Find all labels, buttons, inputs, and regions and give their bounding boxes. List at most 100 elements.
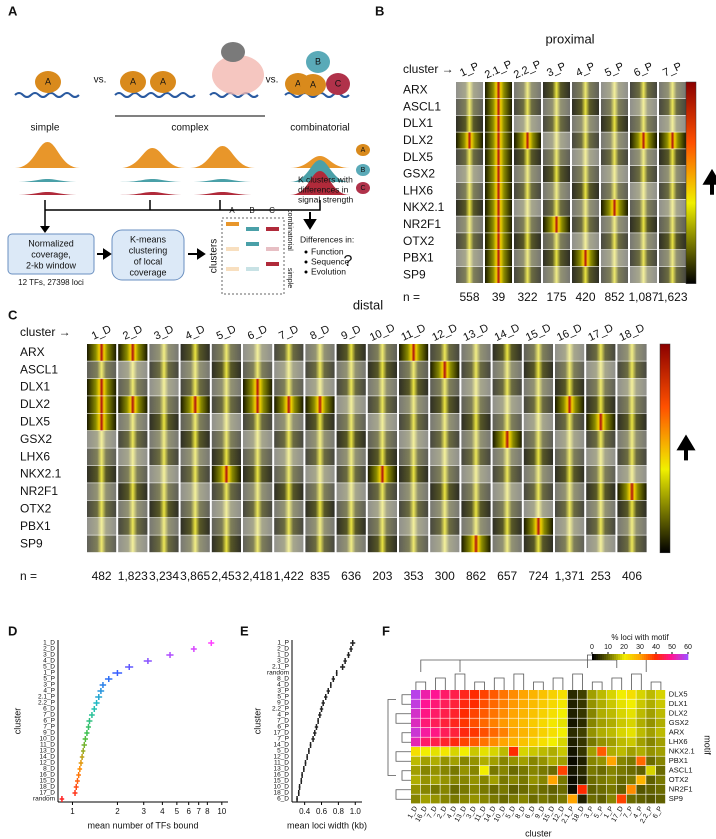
heatmap-cell xyxy=(180,378,210,396)
heatmap-cell xyxy=(430,378,460,396)
row-label: DLX1 xyxy=(403,116,433,130)
heatmap-cell xyxy=(274,431,304,448)
y-tick-label: 3_D xyxy=(43,652,55,659)
column-label: 1_P xyxy=(458,60,481,79)
heatmap-cell xyxy=(659,149,686,166)
track xyxy=(120,179,185,182)
y-tick-label: 2_D xyxy=(43,646,55,653)
row-label: PBX1 xyxy=(403,251,434,265)
heatmap-cell xyxy=(469,756,479,766)
n-label: 862 xyxy=(466,569,486,583)
column-label: 4_P xyxy=(574,60,597,79)
column-label: 7_D xyxy=(277,323,300,342)
heatmap-cell xyxy=(469,785,479,794)
heatmap-cell xyxy=(243,413,273,431)
label: of local xyxy=(134,256,163,266)
heatmap-cell xyxy=(87,378,117,396)
y-tick-label: 2.1_P xyxy=(272,664,289,671)
column-label: 2_D xyxy=(121,323,144,342)
y-tick-label: 18_D xyxy=(39,784,55,791)
heatmap-cell xyxy=(509,747,519,756)
x-tick-label: 0.6 xyxy=(316,807,328,816)
arrow xyxy=(676,434,696,461)
heatmap-cell xyxy=(399,344,429,361)
heatmap-cell xyxy=(626,718,636,728)
x-tick-label: 1.0 xyxy=(350,807,362,816)
heatmap-cell xyxy=(180,344,210,361)
heatmap-cell xyxy=(509,728,519,737)
heatmap-cell xyxy=(411,728,421,737)
row-label: OTX2 xyxy=(20,501,52,515)
heatmap-cell xyxy=(626,766,636,775)
heatmap-cell xyxy=(538,747,548,756)
heatmap-cell xyxy=(461,500,491,518)
label: differences in xyxy=(298,184,349,194)
heatmap-cell xyxy=(646,699,656,709)
heatmap-cell xyxy=(87,483,117,500)
colorbar-step xyxy=(644,654,647,660)
colorbar-step xyxy=(656,654,659,660)
heatmap-cell xyxy=(616,690,626,699)
matrix-cell xyxy=(226,247,239,251)
column-label: 10_D xyxy=(368,322,397,344)
n-label: 1,623 xyxy=(657,290,687,304)
n-label: 39 xyxy=(492,290,506,304)
heatmap-cell xyxy=(469,699,479,709)
heatmap-cell xyxy=(538,785,548,794)
complex xyxy=(221,42,245,62)
heatmap-cell xyxy=(461,413,491,431)
heatmap-cell xyxy=(118,344,148,361)
y-tick-label: random xyxy=(267,670,289,677)
heatmap-cell xyxy=(523,465,553,483)
n-label: 482 xyxy=(92,569,112,583)
heatmap-cell xyxy=(528,690,538,699)
heatmap-cell xyxy=(617,535,647,553)
colorbar-step xyxy=(670,654,673,660)
column-label: 8_D xyxy=(308,323,331,342)
heatmap-cell xyxy=(87,518,117,535)
heatmap-cell xyxy=(460,737,470,747)
heatmap-cell xyxy=(399,518,429,535)
n-label: 636 xyxy=(341,569,361,583)
heatmap-cell xyxy=(567,728,577,737)
y-tick-label: 7_P xyxy=(277,736,289,743)
column-label: 9_D xyxy=(339,323,362,342)
heatmap-cell xyxy=(523,500,553,518)
heatmap-cell xyxy=(485,149,512,166)
heatmap-cell xyxy=(630,166,657,183)
heatmap-cell xyxy=(420,699,430,709)
heatmap-cell xyxy=(577,766,587,775)
heatmap-cell xyxy=(460,718,470,728)
heatmap-cell xyxy=(430,361,460,379)
colorbar-step xyxy=(678,654,681,660)
heatmap-cell xyxy=(456,233,483,250)
colorbar xyxy=(685,81,697,284)
heatmap-cell xyxy=(336,500,366,518)
heatmap-cell xyxy=(577,775,587,785)
heatmap-cell xyxy=(586,378,616,396)
column-label: 6_P xyxy=(632,60,655,79)
label: clustering xyxy=(129,245,168,255)
matrix-cell xyxy=(246,242,259,246)
heatmap-cell xyxy=(567,737,577,747)
heatmap-cell xyxy=(399,413,429,431)
heatmap-cell xyxy=(461,431,491,448)
protein xyxy=(150,71,176,93)
heatmap-cell xyxy=(577,747,587,756)
heatmap-cell xyxy=(367,431,397,448)
y-tick-label: 8_D xyxy=(277,676,289,683)
heatmap-cell xyxy=(636,756,646,766)
heatmap-cell xyxy=(509,699,519,709)
heatmap-cell xyxy=(646,766,656,775)
heatmap-cell xyxy=(659,182,686,199)
row-label: LHX6 xyxy=(403,183,433,197)
colorbar-step xyxy=(642,654,645,660)
heatmap-cell xyxy=(543,166,570,183)
heatmap-cell xyxy=(626,775,636,785)
heatmap-cell xyxy=(367,483,397,500)
heatmap-cell xyxy=(87,361,117,379)
heatmap-cell xyxy=(586,483,616,500)
y-tick-label: 2_D xyxy=(277,646,289,653)
heatmap-cell xyxy=(636,728,646,737)
heatmap-cell xyxy=(492,448,522,466)
